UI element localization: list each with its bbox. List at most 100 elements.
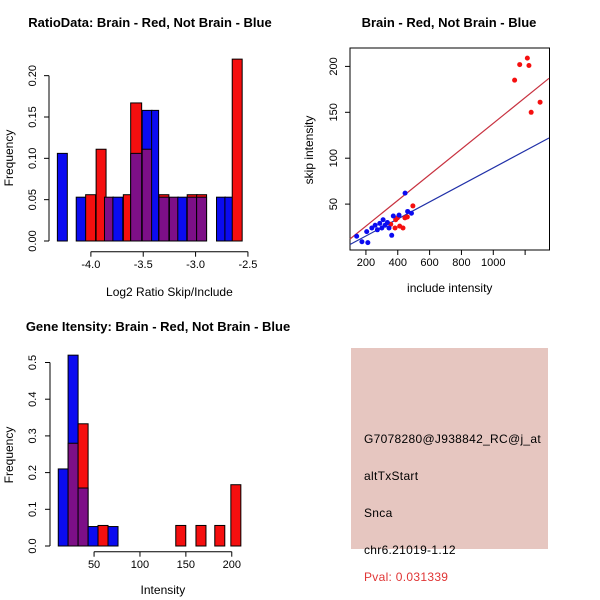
locus-text: chr6.21019-1.12 bbox=[364, 543, 456, 557]
y-axis-label: Frequency bbox=[2, 427, 16, 484]
histogram-bar bbox=[216, 196, 227, 242]
y-tick-label: 100 bbox=[328, 149, 340, 167]
histogram-overlap-bar bbox=[158, 196, 170, 242]
y-tick-label: 0.0 bbox=[27, 538, 39, 553]
histogram-bar bbox=[87, 526, 99, 547]
y-tick-label: 0.00 bbox=[27, 230, 39, 251]
scatter-point bbox=[380, 217, 386, 223]
histogram-bar bbox=[230, 484, 242, 547]
histogram-overlap-bar bbox=[130, 152, 143, 242]
y-tick-label: 0.3 bbox=[27, 428, 39, 443]
event-type-text: altTxStart bbox=[364, 469, 419, 483]
scatter-point bbox=[386, 225, 392, 231]
scatter-chart: 200 400 600 800 1000 50 100 150 200 include inten… bbox=[302, 15, 550, 295]
histogram-bar bbox=[214, 524, 226, 547]
gene-name-text: Snca bbox=[364, 506, 393, 520]
x-tick-label: -2.5 bbox=[238, 259, 257, 271]
scatter-point bbox=[359, 239, 365, 245]
scatter-point bbox=[405, 208, 411, 214]
y-tick-label: 0.15 bbox=[27, 106, 39, 127]
scatter-point bbox=[354, 233, 360, 239]
x-axis-label: include intensity bbox=[407, 281, 492, 295]
histogram-bar bbox=[75, 196, 87, 242]
x-tick-label: 100 bbox=[131, 559, 149, 571]
x-axis-label: Log2 Ratio Skip/Include bbox=[106, 285, 233, 299]
pval-text: Pval: 0.031339 bbox=[364, 570, 449, 584]
scatter-point bbox=[410, 203, 416, 209]
x-tick-label: 200 bbox=[357, 257, 375, 269]
ratio-histogram-chart: -4.0 -3.5 -3.0 -2.5 0.00 0.05 0.10 0.15 0.20 Log2… bbox=[2, 15, 272, 299]
x-tick-label: 50 bbox=[88, 559, 100, 571]
y-tick-label: 0.4 bbox=[27, 392, 39, 407]
scatter-point bbox=[512, 77, 518, 83]
y-tick-label: 150 bbox=[328, 103, 340, 121]
y-tick-label: 0.20 bbox=[27, 65, 39, 86]
y-tick-label: 200 bbox=[328, 57, 340, 75]
x-axis-label: Intensity bbox=[141, 583, 186, 597]
histogram-overlap-bar bbox=[141, 148, 153, 242]
probe-id-text: G7078280@J938842_RC@j_at bbox=[364, 432, 542, 446]
x-tick-label: 800 bbox=[452, 257, 470, 269]
scatter-point bbox=[389, 232, 395, 238]
chart-title: Gene Itensity: Brain - Red, Not Brain - … bbox=[26, 319, 290, 334]
ratio-histogram-panel: -4.0 -3.5 -3.0 -2.5 0.00 0.05 0.10 0.15 0.20 Log2… bbox=[0, 0, 300, 300]
histogram-overlap-bar bbox=[77, 487, 89, 547]
scatter-point bbox=[400, 225, 406, 231]
scatter-point bbox=[402, 190, 408, 196]
x-tick-label: 1000 bbox=[481, 257, 505, 269]
scatter-point bbox=[396, 212, 402, 218]
scatter-point bbox=[526, 62, 532, 68]
histogram-bar bbox=[175, 524, 187, 547]
histogram-bar bbox=[177, 196, 188, 242]
scatter-point bbox=[408, 210, 414, 216]
info-box: G7078280@J938842_RC@j_at altTxStart Snca… bbox=[351, 348, 548, 584]
gene-histogram-panel: 50 100 150 200 0.0 0.1 0.2 0.3 0.4 0.5 Intensity Fr… bbox=[0, 300, 300, 600]
scatter-point bbox=[374, 227, 380, 233]
y-axis-label: skip intensity bbox=[302, 116, 316, 185]
histogram-bar bbox=[195, 524, 207, 547]
y-tick-label: 0.5 bbox=[27, 355, 39, 370]
histogram-bar bbox=[97, 524, 109, 547]
histogram-bar bbox=[168, 196, 179, 242]
plot-box bbox=[349, 47, 550, 251]
scatter-point bbox=[365, 240, 371, 246]
histogram-overlap-bar bbox=[186, 196, 198, 242]
y-tick-label: 0.2 bbox=[27, 465, 39, 480]
y-tick-label: 0.1 bbox=[27, 502, 39, 517]
scatter-panel: 200 400 600 800 1000 50 100 150 200 include inten… bbox=[300, 0, 600, 300]
info-panel: G7078280@J938842_RC@j_at altTxStart Snca… bbox=[300, 300, 600, 600]
scatter-point bbox=[392, 225, 398, 231]
histogram-bar bbox=[57, 468, 69, 547]
histogram-bar bbox=[95, 148, 107, 242]
scatter-point bbox=[384, 219, 390, 225]
histogram-bar bbox=[122, 194, 132, 242]
x-tick-label: 150 bbox=[177, 559, 195, 571]
histogram-overlap-bar bbox=[67, 442, 79, 547]
scatter-point bbox=[524, 55, 530, 61]
scatter-point bbox=[372, 222, 378, 228]
histogram-bar bbox=[112, 196, 124, 242]
y-tick-label: 50 bbox=[328, 198, 340, 210]
gene-histogram-chart: 50 100 150 200 0.0 0.1 0.2 0.3 0.4 0.5 Intensity Fr… bbox=[2, 319, 290, 597]
scatter-point bbox=[537, 99, 543, 105]
x-tick-label: -4.0 bbox=[81, 259, 100, 271]
y-axis-label: Frequency bbox=[2, 130, 16, 187]
regression-line bbox=[349, 77, 550, 240]
x-tick-label: 400 bbox=[389, 257, 407, 269]
histogram-bar bbox=[107, 526, 119, 547]
histogram-bar bbox=[231, 58, 243, 242]
scatter-point bbox=[364, 229, 370, 235]
x-tick-label: 600 bbox=[420, 257, 438, 269]
scatter-point bbox=[377, 220, 383, 226]
scatter-point bbox=[369, 225, 375, 231]
histogram-bar bbox=[56, 152, 68, 242]
x-tick-label: -3.0 bbox=[186, 259, 205, 271]
scatter-point bbox=[528, 109, 534, 115]
histogram-bar bbox=[85, 194, 97, 242]
x-tick-label: 200 bbox=[223, 559, 241, 571]
y-tick-label: 0.05 bbox=[27, 189, 39, 210]
histogram-bar bbox=[103, 196, 114, 242]
scatter-point bbox=[390, 213, 396, 219]
histogram-bar bbox=[151, 109, 160, 242]
